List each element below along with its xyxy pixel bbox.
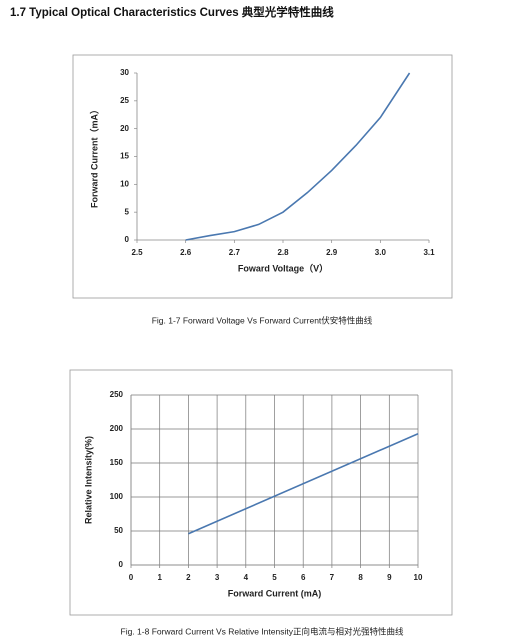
y-axis-title: Relative Intensity(%)	[83, 436, 93, 524]
y-tick-label: 100	[110, 492, 124, 501]
y-tick-label: 0	[125, 235, 130, 244]
x-tick-label: 7	[330, 573, 335, 582]
x-tick-label: 2.7	[229, 248, 241, 257]
x-tick-label: 8	[358, 573, 363, 582]
y-tick-label: 0	[119, 560, 124, 569]
x-tick-label: 4	[244, 573, 249, 582]
x-tick-label: 2.6	[180, 248, 192, 257]
chart-frame	[72, 54, 453, 299]
y-tick-label: 50	[114, 526, 123, 535]
y-tick-label: 150	[110, 458, 124, 467]
y-tick-label: 25	[120, 96, 129, 105]
y-axis-title: Forward Current（mA）	[89, 105, 99, 208]
y-tick-label: 250	[110, 390, 124, 399]
x-tick-label: 10	[414, 573, 423, 582]
y-tick-label: 20	[120, 124, 129, 133]
x-tick-label: 3.1	[423, 248, 435, 257]
x-axis-title: Forward Current (mA)	[228, 588, 322, 598]
caption: Fig. 1-8 Forward Current Vs Relative Int…	[121, 626, 404, 636]
x-tick-label: 0	[129, 573, 134, 582]
x-axis-title: Foward Voltage（V）	[238, 263, 328, 273]
x-tick-label: 2.5	[131, 248, 143, 257]
data-line	[185, 72, 411, 241]
y-tick-label: 200	[110, 424, 124, 433]
x-tick-label: 9	[387, 573, 392, 582]
x-tick-label: 3	[215, 573, 220, 582]
x-tick-label: 5	[272, 573, 277, 582]
heading: 1.7 Typical Optical Characteristics Curv…	[10, 5, 334, 19]
y-tick-label: 15	[120, 152, 129, 161]
data-line	[188, 433, 419, 535]
x-tick-label: 1	[157, 573, 162, 582]
x-tick-label: 6	[301, 573, 306, 582]
y-tick-label: 10	[120, 179, 129, 188]
x-tick-label: 2.8	[277, 248, 289, 257]
y-tick-label: 5	[125, 207, 130, 216]
caption: Fig. 1-7 Forward Voltage Vs Forward Curr…	[152, 315, 373, 325]
x-tick-label: 2.9	[326, 248, 338, 257]
y-tick-label: 30	[120, 68, 129, 77]
chart-frame	[69, 369, 453, 616]
x-tick-label: 3.0	[375, 248, 387, 257]
x-tick-label: 2	[186, 573, 191, 582]
